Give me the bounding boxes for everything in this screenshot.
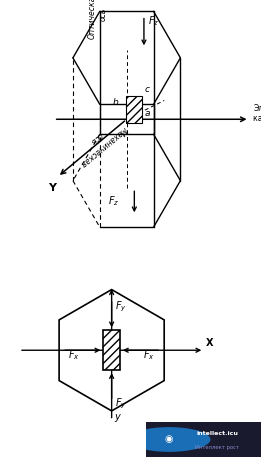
Text: a: a [144,109,150,118]
Text: $F_y$: $F_y$ [115,397,127,411]
FancyBboxPatch shape [146,422,261,457]
Bar [126,95,143,123]
Text: $F_x$: $F_x$ [68,348,79,362]
Bar [103,330,120,370]
Text: b: b [113,98,118,107]
Text: y: y [114,413,120,422]
Text: $F_x$: $F_x$ [143,348,154,362]
Text: $F_z$: $F_z$ [108,194,119,207]
Text: Оптическая
ось: Оптическая ось [88,0,108,39]
Text: intellect.icu: intellect.icu [197,431,238,436]
Text: Механическая
ось: Механическая ось [71,116,128,168]
Text: $F_y$: $F_y$ [115,299,127,313]
Text: $F_z$: $F_z$ [148,14,159,28]
Text: Интеллект рост: Интеллект рост [195,445,239,449]
Text: X: X [206,338,213,348]
Text: ◉: ◉ [165,434,173,444]
Text: Y: Y [48,183,56,193]
Circle shape [128,427,210,452]
Text: c: c [144,85,149,94]
Text: Электричес-
кая ось X: Электричес- кая ось X [253,104,261,123]
